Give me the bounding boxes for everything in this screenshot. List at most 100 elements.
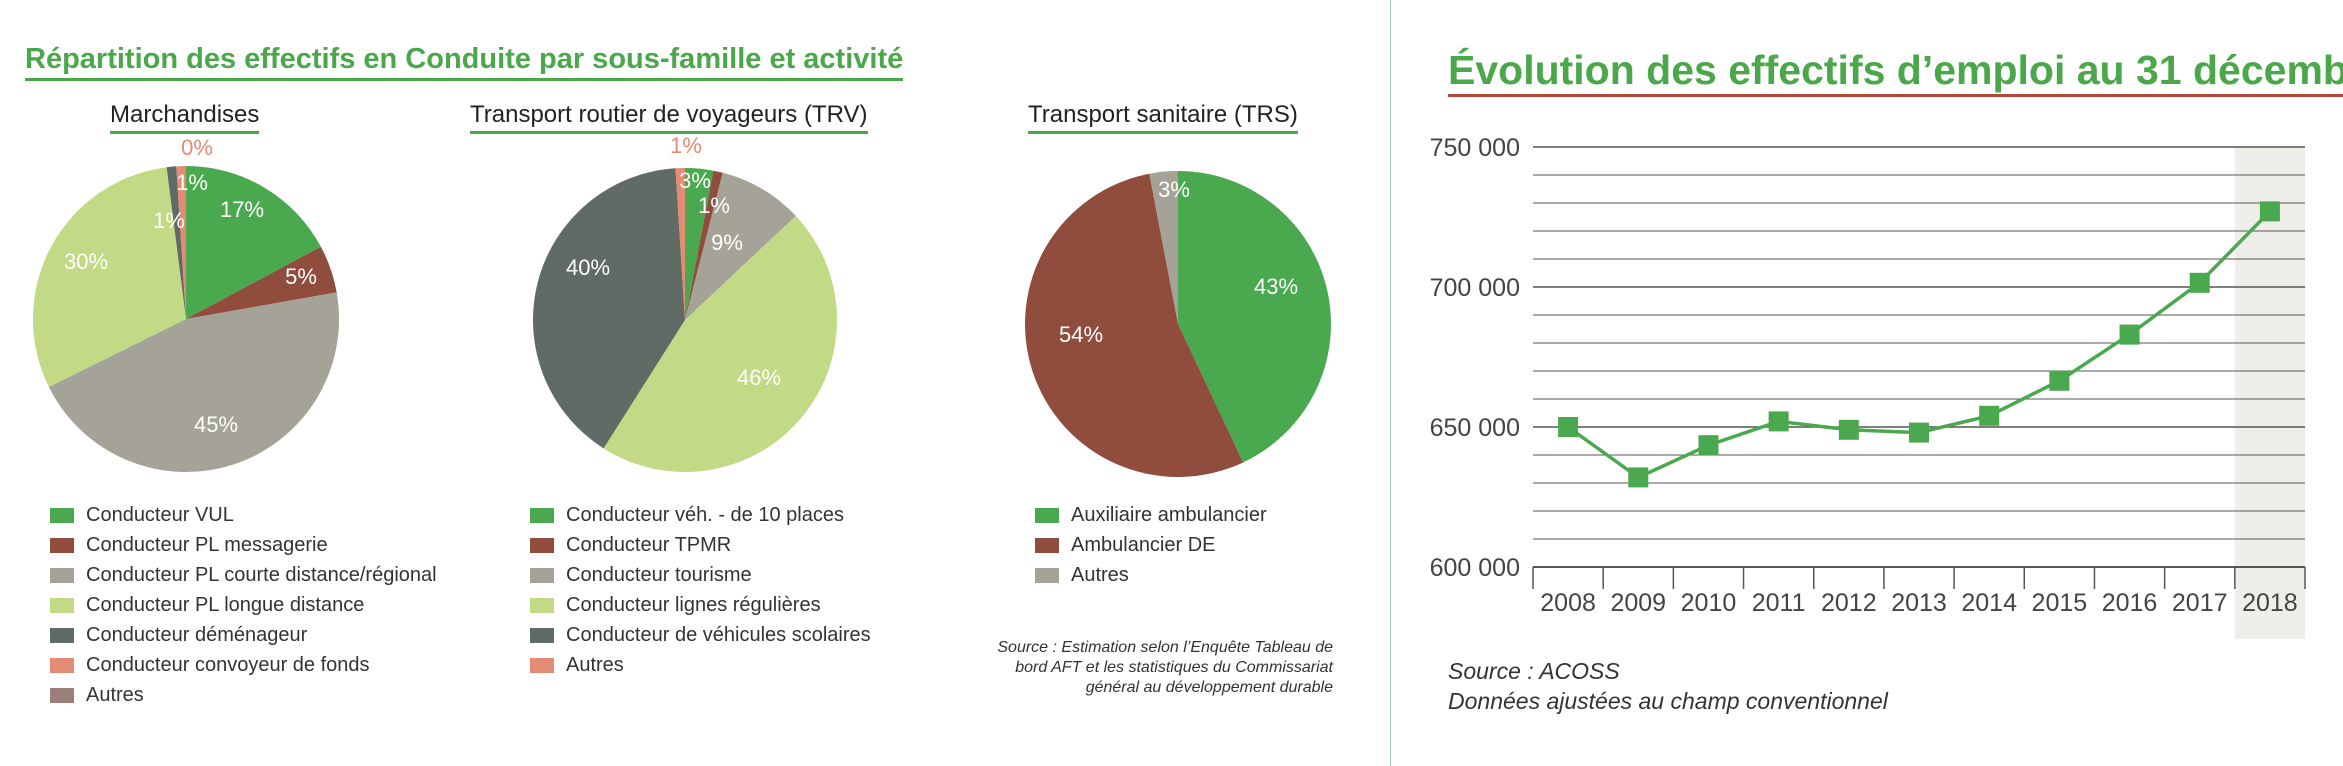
legend-swatch xyxy=(1035,538,1059,553)
legend-swatch xyxy=(530,568,554,583)
legend-label: Conducteur PL longue distance xyxy=(86,594,365,616)
pie-0-label-3: 30% xyxy=(64,249,108,274)
line-chart: 600 000 650 000 700 000 750 000 2008 2009 2010… xyxy=(1430,134,2306,639)
legend-swatch xyxy=(1035,568,1059,583)
pie-title-trs: Transport sanitaire (TRS) xyxy=(1028,100,1298,134)
pie-0-slice-5 xyxy=(176,166,186,319)
pie-1-label-1: 1% xyxy=(698,193,730,218)
legend-swatch xyxy=(530,598,554,613)
legend-label: Ambulancier DE xyxy=(1071,534,1216,556)
data-point-marker xyxy=(1838,419,1859,440)
x-tick-label: 2013 xyxy=(1891,589,1947,617)
x-tick-label: 2009 xyxy=(1610,589,1666,617)
legend-label: Conducteur convoyeur de fonds xyxy=(86,654,370,676)
legend-label: Conducteur véh. - de 10 places xyxy=(566,504,844,526)
pie-1-label-4: 40% xyxy=(566,255,610,280)
panel-divider xyxy=(1390,0,1391,766)
legend-label: Auxiliaire ambulancier xyxy=(1071,504,1267,526)
legend-swatch xyxy=(50,658,74,673)
pie-1-slice-4 xyxy=(532,168,685,449)
x-tick-label: 2015 xyxy=(2032,589,2088,617)
right-source-line-1: Source : ACOSS xyxy=(1448,658,1620,684)
legend-swatch xyxy=(50,508,74,523)
pie-0-label-4: 1% xyxy=(153,208,185,233)
pie-title-marchandises: Marchandises xyxy=(110,100,260,134)
pie-1-label-2: 9% xyxy=(711,230,743,255)
pie-0-label-5: 1% xyxy=(176,170,208,195)
legend-label: Conducteur VUL xyxy=(86,504,234,526)
legend-swatch xyxy=(1035,508,1059,523)
pie-title-trv: Transport routier de voyageurs (TRV) xyxy=(470,100,868,134)
legend-label: Conducteur TPMR xyxy=(566,534,732,556)
data-point-marker xyxy=(2049,370,2070,391)
pie-2-label-2: 3% xyxy=(1158,177,1190,202)
data-point-marker xyxy=(1909,422,1929,443)
x-tick-label: 2016 xyxy=(2102,589,2158,617)
legend-label: Conducteur tourisme xyxy=(566,564,752,586)
legend-swatch xyxy=(50,598,74,613)
data-point-marker xyxy=(1979,405,2000,426)
legend-label: Autres xyxy=(86,684,144,706)
pie-0-label-0: 17% xyxy=(220,197,264,222)
right-source-note: Source : ACOSS Données ajustées au champ… xyxy=(1448,656,1888,716)
left-source-line-2: bord AFT et les statistiques du Commissa… xyxy=(1015,659,1333,676)
pie-0-label-2: 45% xyxy=(194,412,238,437)
y-tick-label: 650 000 xyxy=(1430,414,1520,442)
legend-label: Conducteur PL messagerie xyxy=(86,534,328,556)
pie-1-slice-5 xyxy=(675,168,685,320)
line-chart-title-underline xyxy=(1448,94,2343,97)
left-source-line-3: général au développement durable xyxy=(1085,679,1333,696)
pie-0-label-6: 0% xyxy=(181,135,213,160)
x-tick-label: 2018 xyxy=(2242,589,2298,617)
right-source-line-2: Données ajustées au champ conventionnel xyxy=(1448,688,1888,714)
legend-swatch xyxy=(50,568,74,583)
data-point-marker xyxy=(1698,435,1719,456)
pie-2-label-1: 54% xyxy=(1059,322,1103,347)
x-tick-label: 2012 xyxy=(1821,589,1877,617)
legend-swatch xyxy=(530,508,554,523)
y-tick-label: 700 000 xyxy=(1430,274,1520,302)
y-tick-label: 750 000 xyxy=(1430,134,1520,162)
main-title: Répartition des effectifs en Conduite pa… xyxy=(25,42,904,81)
data-point-marker xyxy=(1628,467,1649,488)
pie-1-slice-3 xyxy=(603,215,838,473)
pie-1-slice-1 xyxy=(685,170,723,320)
pie-charts: 17%5%45%30%1%1%0%3%1%9%46%40%1%43%54%3% xyxy=(32,133,1331,478)
data-point-marker xyxy=(1558,417,1579,437)
left-source-note: Source : Estimation selon l’Enquête Tabl… xyxy=(905,638,1333,698)
data-point-marker xyxy=(2259,201,2280,222)
pie-1-label-3: 46% xyxy=(737,365,781,390)
pie-0-slice-4 xyxy=(166,166,186,319)
highlight-column xyxy=(2234,147,2305,639)
legend-swatch xyxy=(530,538,554,553)
x-tick-label: 2011 xyxy=(1752,589,1806,617)
y-tick-label: 600 000 xyxy=(1430,554,1520,582)
x-tick-label: 2017 xyxy=(2172,589,2228,617)
left-source-line-1: Source : Estimation selon l’Enquête Tabl… xyxy=(997,639,1333,656)
pie-1-label-0: 3% xyxy=(679,168,711,193)
data-point-marker xyxy=(1768,411,1789,432)
legend-label: Conducteur lignes régulières xyxy=(566,594,821,616)
legend-swatch xyxy=(50,688,74,703)
pie-0-slice-1 xyxy=(186,246,337,319)
x-tick-label: 2014 xyxy=(1961,589,2017,617)
line-chart-title: Évolution des effectifs d’emploi au 31 d… xyxy=(1448,47,2343,93)
legend-label: Autres xyxy=(566,654,624,676)
legend-swatch xyxy=(50,628,74,643)
data-point-marker xyxy=(2119,324,2140,345)
legend-label: Conducteur PL courte distance/régional xyxy=(86,564,437,586)
pie-1-slice-0 xyxy=(685,168,714,320)
legend-swatch xyxy=(50,538,74,553)
legend-swatch xyxy=(530,628,554,643)
x-tick-label: 2010 xyxy=(1681,589,1737,617)
legend-label: Conducteur déménageur xyxy=(86,624,308,646)
pie-2-label-0: 43% xyxy=(1254,274,1298,299)
pie-1-label-5: 1% xyxy=(670,133,702,158)
pie-2-slice-1 xyxy=(1024,173,1244,478)
legend-label: Conducteur de véhicules scolaires xyxy=(566,624,871,646)
pie-0-slice-3 xyxy=(32,167,186,387)
pie-0-label-1: 5% xyxy=(285,264,317,289)
pie-0-slice-0 xyxy=(186,166,321,319)
data-point-marker xyxy=(2189,272,2210,293)
x-tick-label: 2008 xyxy=(1540,589,1596,617)
